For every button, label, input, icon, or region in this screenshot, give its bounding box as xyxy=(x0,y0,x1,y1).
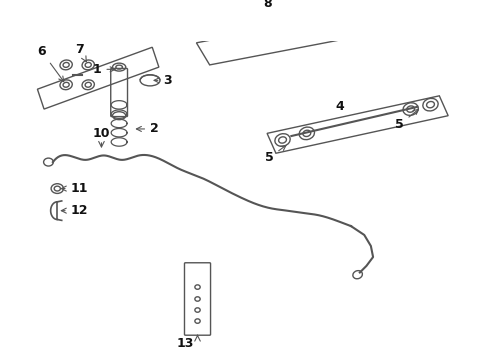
Text: 13: 13 xyxy=(177,337,194,350)
Text: 12: 12 xyxy=(61,204,88,217)
Text: 10: 10 xyxy=(93,127,110,140)
Text: 7: 7 xyxy=(75,43,86,62)
Text: 3: 3 xyxy=(154,74,172,87)
Text: 2: 2 xyxy=(136,122,159,135)
Text: 5: 5 xyxy=(395,109,418,131)
Text: 5: 5 xyxy=(265,145,286,164)
Text: 8: 8 xyxy=(263,0,271,10)
Text: 11: 11 xyxy=(61,182,88,195)
Text: 4: 4 xyxy=(336,100,344,113)
Text: 6: 6 xyxy=(38,45,64,81)
Text: 1: 1 xyxy=(93,63,115,76)
Text: 9: 9 xyxy=(0,359,1,360)
Text: 9: 9 xyxy=(0,359,1,360)
